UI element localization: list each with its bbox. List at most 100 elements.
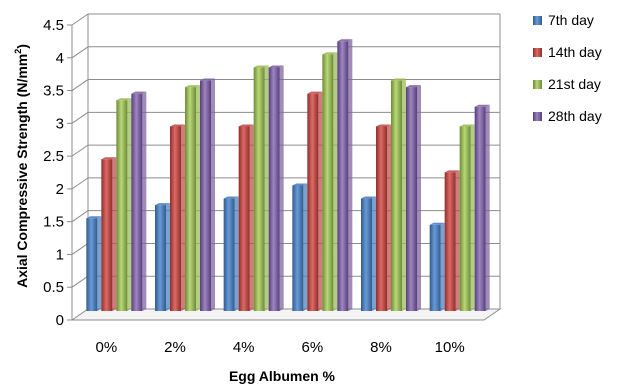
- bar-front: [376, 126, 387, 311]
- legend: 7th day 14th day 21st day 28th day: [533, 12, 602, 124]
- bar-top: [307, 91, 323, 94]
- bar-top: [406, 85, 421, 88]
- y-axis-title-main: Axial Compressive Strength (N/mm: [14, 54, 30, 288]
- bar-top: [155, 203, 170, 206]
- bar-side: [333, 52, 338, 311]
- bar-top: [429, 222, 445, 225]
- x-tick-label: 8%: [370, 339, 392, 356]
- gridline-side: [71, 243, 89, 255]
- bar-top: [337, 39, 353, 42]
- bar-front: [155, 205, 166, 311]
- bar-side: [112, 157, 117, 311]
- bar-side: [387, 124, 391, 311]
- bar-side: [303, 183, 308, 311]
- bar-front: [361, 198, 372, 311]
- bar-front: [253, 67, 265, 311]
- bar: [86, 216, 102, 311]
- bar: [429, 222, 445, 311]
- legend-swatch: [533, 112, 542, 121]
- bar-side: [279, 65, 284, 311]
- bar: [185, 85, 200, 311]
- bar-top: [223, 196, 239, 199]
- bar: [292, 183, 308, 311]
- bar-front: [185, 87, 196, 311]
- y-tick-label: 2: [56, 181, 64, 198]
- bar-top: [391, 78, 406, 81]
- y-tick-label: 2.5: [43, 148, 64, 165]
- bar: [238, 124, 254, 311]
- bar: [406, 85, 421, 311]
- bar-front: [116, 100, 128, 311]
- y-axis-title-end: ): [14, 44, 30, 49]
- bar-front: [170, 126, 181, 311]
- bar-side: [234, 196, 239, 311]
- bar-front: [292, 185, 304, 311]
- legend-item: 21st day: [533, 76, 601, 92]
- bar-side: [470, 124, 475, 311]
- bar-top: [200, 78, 215, 81]
- bar-top: [459, 124, 475, 127]
- x-tick-label: 6%: [301, 339, 323, 356]
- bar-front: [391, 80, 402, 311]
- bar: [474, 104, 490, 312]
- legend-item: 7th day: [533, 12, 594, 28]
- bar-front: [459, 126, 471, 311]
- bar-top: [238, 124, 254, 127]
- bar-top: [131, 91, 147, 94]
- bar-top: [116, 98, 132, 101]
- bar-top: [101, 157, 117, 160]
- legend-label: 21st day: [548, 76, 601, 92]
- bar-top: [253, 65, 269, 68]
- bar-top: [86, 216, 102, 219]
- bar-top: [170, 124, 185, 127]
- bar-front: [200, 80, 211, 311]
- bar: [170, 124, 185, 311]
- y-axis-title-superscript: 2: [13, 49, 23, 54]
- floor: [70, 308, 502, 321]
- bar-side: [372, 196, 376, 311]
- legend-swatch: [533, 80, 542, 89]
- bar-side: [181, 124, 185, 311]
- y-axis-ticks: 0 0.5 1 1.5 2 2.5 3 3.5 4 4.5: [43, 17, 72, 329]
- bar-front: [337, 41, 349, 311]
- bar-front: [429, 224, 441, 311]
- gridline-side: [71, 275, 89, 288]
- y-tick-label: 4.5: [43, 17, 64, 34]
- bar-front: [223, 198, 235, 311]
- bar: [361, 196, 376, 311]
- bar: [200, 78, 215, 311]
- bar-front: [474, 106, 486, 312]
- bar-side: [249, 124, 254, 311]
- bar-side: [318, 91, 323, 312]
- bar: [116, 98, 132, 311]
- bar-side: [348, 39, 353, 311]
- bar-top: [292, 183, 308, 186]
- x-axis-ticks: 0% 2% 4% 6% 8% 10%: [95, 339, 464, 356]
- bar-side: [455, 170, 460, 311]
- legend-item: 14th day: [533, 44, 602, 60]
- bar-top: [376, 124, 391, 127]
- bar-top: [268, 65, 284, 68]
- bar-front: [101, 159, 113, 311]
- y-tick-label: 0.5: [43, 279, 64, 296]
- bar: [322, 52, 338, 311]
- x-axis-title: Egg Albumen %: [229, 368, 336, 384]
- bar: [223, 196, 239, 311]
- y-axis-title: Axial Compressive Strength (N/mm2): [13, 44, 30, 288]
- y-tick-label: 1: [56, 246, 64, 263]
- y-tick-label: 4: [56, 50, 64, 67]
- bar-side: [196, 85, 200, 311]
- bar: [307, 91, 323, 312]
- gridline-side: [71, 177, 89, 190]
- bar-front: [131, 93, 143, 312]
- bar-top: [322, 52, 338, 55]
- gridline-side: [71, 144, 89, 157]
- legend-swatch: [533, 48, 542, 57]
- x-tick-label: 4%: [233, 339, 255, 356]
- legend-item: 28th day: [533, 108, 602, 124]
- gridline-side: [71, 210, 89, 223]
- bar: [337, 39, 353, 311]
- x-tick-label: 10%: [435, 339, 465, 356]
- bar: [459, 124, 475, 311]
- y-tick-label: 3: [56, 115, 64, 132]
